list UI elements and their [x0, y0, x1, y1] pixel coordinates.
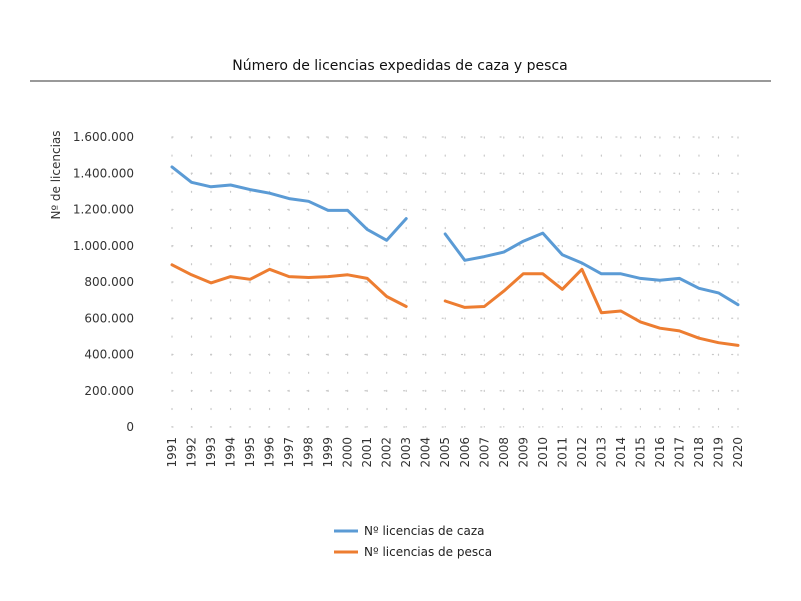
x-tick-label: 2020 [731, 437, 745, 468]
y-axis-label: Nº de licencias [49, 130, 63, 219]
grid [171, 136, 739, 428]
x-tick-label: 2011 [555, 437, 569, 468]
x-tick-label: 2010 [536, 437, 550, 468]
series-line-caza [443, 231, 740, 307]
x-tick-label: 2002 [380, 437, 394, 468]
y-tick-label: 600.000 [84, 311, 134, 325]
x-tick-label: 2017 [672, 437, 686, 468]
x-tick-label: 2007 [477, 437, 491, 468]
x-tick-label: 2012 [575, 437, 589, 468]
x-tick-label: 1999 [321, 437, 335, 468]
y-tick-label: 1.600.000 [73, 130, 134, 144]
x-tick-label: 2003 [399, 437, 413, 468]
x-tick-label: 1997 [282, 437, 296, 468]
x-tick-label: 1998 [302, 437, 316, 468]
y-tick-label: 400.000 [84, 348, 134, 362]
y-tick-label: 1.000.000 [73, 239, 134, 253]
x-tick-label: 2004 [419, 437, 433, 468]
x-tick-label: 2018 [692, 437, 706, 468]
x-axis-ticks: 1991 1992 1993 1994 1995 1996 1997 1998 1999 2000… [165, 437, 745, 468]
y-tick-label: 1.200.000 [73, 203, 134, 217]
legend-label: Nº licencias de caza [364, 524, 484, 538]
y-tick-label: 0 [126, 420, 134, 434]
series-line-caza [170, 165, 408, 242]
x-tick-label: 2008 [497, 437, 511, 468]
x-tick-label: 1995 [243, 437, 257, 468]
x-tick-label: 2013 [594, 437, 608, 468]
legend-label: Nº licencias de pesca [364, 545, 492, 559]
x-tick-label: 2001 [360, 437, 374, 468]
x-tick-label: 1992 [185, 437, 199, 468]
y-tick-label: 200.000 [84, 384, 134, 398]
x-tick-label: 2006 [458, 437, 472, 468]
x-tick-label: 2000 [341, 437, 355, 468]
x-tick-label: 2019 [711, 437, 725, 468]
x-tick-label: 2015 [633, 437, 647, 468]
chart-title: Número de licencias expedidas de caza y … [232, 58, 567, 74]
legend: Nº licencias de caza Nº licencias de pesc… [334, 524, 492, 559]
x-tick-label: 2005 [438, 437, 452, 468]
x-tick-label: 1991 [165, 437, 179, 468]
y-tick-label: 1.400.000 [73, 166, 134, 180]
x-tick-label: 2014 [614, 437, 628, 468]
x-tick-label: 1996 [263, 437, 277, 468]
series-lines [170, 165, 740, 347]
series-line-pesca [443, 267, 740, 347]
x-tick-label: 2016 [653, 437, 667, 468]
x-tick-label: 1994 [224, 437, 238, 468]
series-line-pesca [170, 263, 408, 308]
y-tick-label: 800.000 [84, 275, 134, 289]
y-axis-ticks: 0 200.000 400.000 600.000 800.000 1.000.000 1.… [73, 130, 134, 434]
x-tick-label: 2009 [516, 437, 530, 468]
x-tick-label: 1993 [204, 437, 218, 468]
